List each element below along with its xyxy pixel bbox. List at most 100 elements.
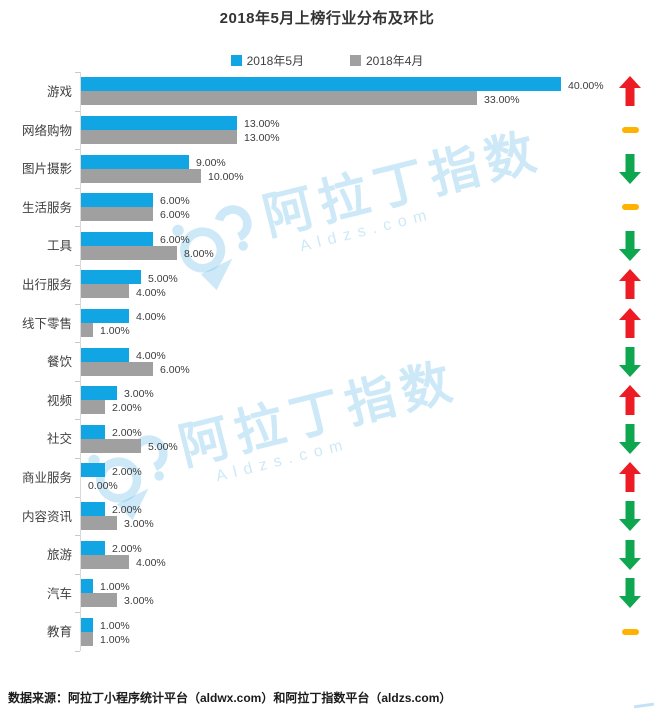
bar-apr-12[interactable] xyxy=(81,515,117,530)
watermark-fragment xyxy=(633,702,654,709)
legend-label-apr: 2018年4月 xyxy=(366,54,424,68)
trend-down-icon xyxy=(619,230,641,266)
axis-tick xyxy=(75,535,80,537)
category-label: 网络购物 xyxy=(21,123,72,138)
legend-item-may[interactable]: 2018年5月 xyxy=(230,52,304,69)
trend-down-icon xyxy=(619,578,641,613)
value-label-may: 4.00% xyxy=(136,349,166,362)
watermark-text-en: Aldzs.com xyxy=(298,205,436,256)
axis-tick xyxy=(75,149,80,151)
bar-apr-10[interactable] xyxy=(81,438,141,453)
legend-label-may: 2018年5月 xyxy=(246,54,304,68)
chart-title: 2018年5月上榜行业分布及环比 xyxy=(219,10,435,27)
value-label-may: 5.00% xyxy=(148,272,178,285)
value-label-apr: 1.00% xyxy=(100,325,130,338)
legend-swatch-apr-icon xyxy=(350,55,361,66)
category-label: 餐饮 xyxy=(46,355,72,370)
value-label-may: 2.00% xyxy=(112,542,142,555)
value-label-may: 6.00% xyxy=(160,195,190,208)
value-label-may: 2.00% xyxy=(112,504,142,517)
axis-tick xyxy=(75,458,80,459)
value-label-apr: 8.00% xyxy=(184,247,214,260)
bar-chart: 阿拉丁指数 Aldzs.com 阿拉丁指数 Aldzs.com 游戏 40.00%… xyxy=(21,72,641,652)
bar-may-10[interactable] xyxy=(81,424,105,439)
bar-apr-8[interactable] xyxy=(81,361,153,376)
bar-may-7[interactable] xyxy=(81,308,129,323)
trend-up-icon xyxy=(619,462,641,497)
bar-apr-2[interactable] xyxy=(81,129,237,144)
value-label-apr: 6.00% xyxy=(160,209,190,222)
bar-may-1[interactable] xyxy=(81,77,561,92)
axis-tick xyxy=(75,342,80,344)
category-label: 旅游 xyxy=(46,548,72,563)
axis-tick xyxy=(75,496,80,498)
trend-down-icon xyxy=(619,539,641,575)
bar-apr-7[interactable] xyxy=(81,322,93,337)
value-label-may: 1.00% xyxy=(100,581,130,594)
value-label-apr: 6.00% xyxy=(160,363,190,376)
category-label: 出行服务 xyxy=(21,278,72,292)
bar-may-3[interactable] xyxy=(81,154,189,169)
bar-apr-5[interactable] xyxy=(81,245,177,260)
value-label-apr: 10.00% xyxy=(208,170,244,183)
legend-item-apr[interactable]: 2018年4月 xyxy=(350,52,423,69)
axis-tick xyxy=(75,72,80,73)
value-label-may: 1.00% xyxy=(100,619,130,632)
bar-apr-6[interactable] xyxy=(81,284,129,299)
axis-tick xyxy=(75,380,80,382)
trend-up-icon xyxy=(619,269,641,304)
bar-apr-1[interactable] xyxy=(81,91,477,106)
value-label-apr: 33.00% xyxy=(484,93,520,106)
bar-apr-13[interactable] xyxy=(81,554,129,569)
bar-apr-9[interactable] xyxy=(81,400,105,415)
bar-apr-14[interactable] xyxy=(81,593,117,608)
value-label-apr: 2.00% xyxy=(112,402,142,415)
y-axis xyxy=(80,72,81,651)
bar-may-2[interactable] xyxy=(81,115,237,130)
value-label-may: 40.00% xyxy=(568,79,604,92)
axis-tick xyxy=(75,303,80,305)
trend-down-icon xyxy=(619,423,641,459)
legend: 2018年5月 2018年4月 xyxy=(0,52,654,69)
category-label: 内容资讯 xyxy=(21,509,72,524)
value-label-may: 13.00% xyxy=(244,118,280,131)
value-label-may: 2.00% xyxy=(112,426,142,439)
value-label-may: 6.00% xyxy=(160,233,190,246)
axis-tick xyxy=(75,226,80,228)
category-label: 线下零售 xyxy=(21,316,72,331)
axis-tick xyxy=(75,110,80,112)
value-label-may: 4.00% xyxy=(136,311,166,324)
category-label: 图片摄影 xyxy=(21,162,72,177)
bar-may-5[interactable] xyxy=(81,231,153,246)
bar-may-12[interactable] xyxy=(81,501,105,516)
axis-tick xyxy=(75,651,80,652)
legend-swatch-may-icon xyxy=(230,55,242,66)
value-label-apr: 3.00% xyxy=(124,595,154,608)
watermark-text-cn: 阿拉丁指数 xyxy=(257,122,548,246)
axis-tick xyxy=(75,187,80,189)
value-label-apr: 4.00% xyxy=(136,556,166,569)
bar-may-15[interactable] xyxy=(81,617,93,632)
bar-may-13[interactable] xyxy=(81,540,105,555)
axis-tick xyxy=(75,612,80,614)
bar-apr-4[interactable] xyxy=(81,207,153,222)
data-source-note: 数据来源：阿拉丁小程序统计平台（aldwx.com）和阿拉丁指数平台（aldzs… xyxy=(8,691,452,705)
bar-may-4[interactable] xyxy=(81,193,153,208)
value-label-apr: 5.00% xyxy=(148,440,178,453)
bar-may-11[interactable] xyxy=(81,463,105,478)
trend-up-icon xyxy=(619,307,641,343)
category-label: 生活服务 xyxy=(21,200,72,215)
trend-down-icon xyxy=(619,153,641,189)
value-label-apr: 1.00% xyxy=(100,633,130,646)
bar-may-6[interactable] xyxy=(81,270,141,285)
bar-may-14[interactable] xyxy=(81,579,93,594)
bar-apr-15[interactable] xyxy=(81,631,93,646)
category-label: 视频 xyxy=(46,393,72,408)
value-label-may: 3.00% xyxy=(124,388,154,401)
watermark-text-en: Aldzs.com xyxy=(214,435,352,486)
bar-may-9[interactable] xyxy=(81,386,117,401)
watermark-text-cn: 阿拉丁指数 xyxy=(173,352,464,476)
bar-may-8[interactable] xyxy=(81,347,129,362)
bar-apr-3[interactable] xyxy=(81,168,201,183)
